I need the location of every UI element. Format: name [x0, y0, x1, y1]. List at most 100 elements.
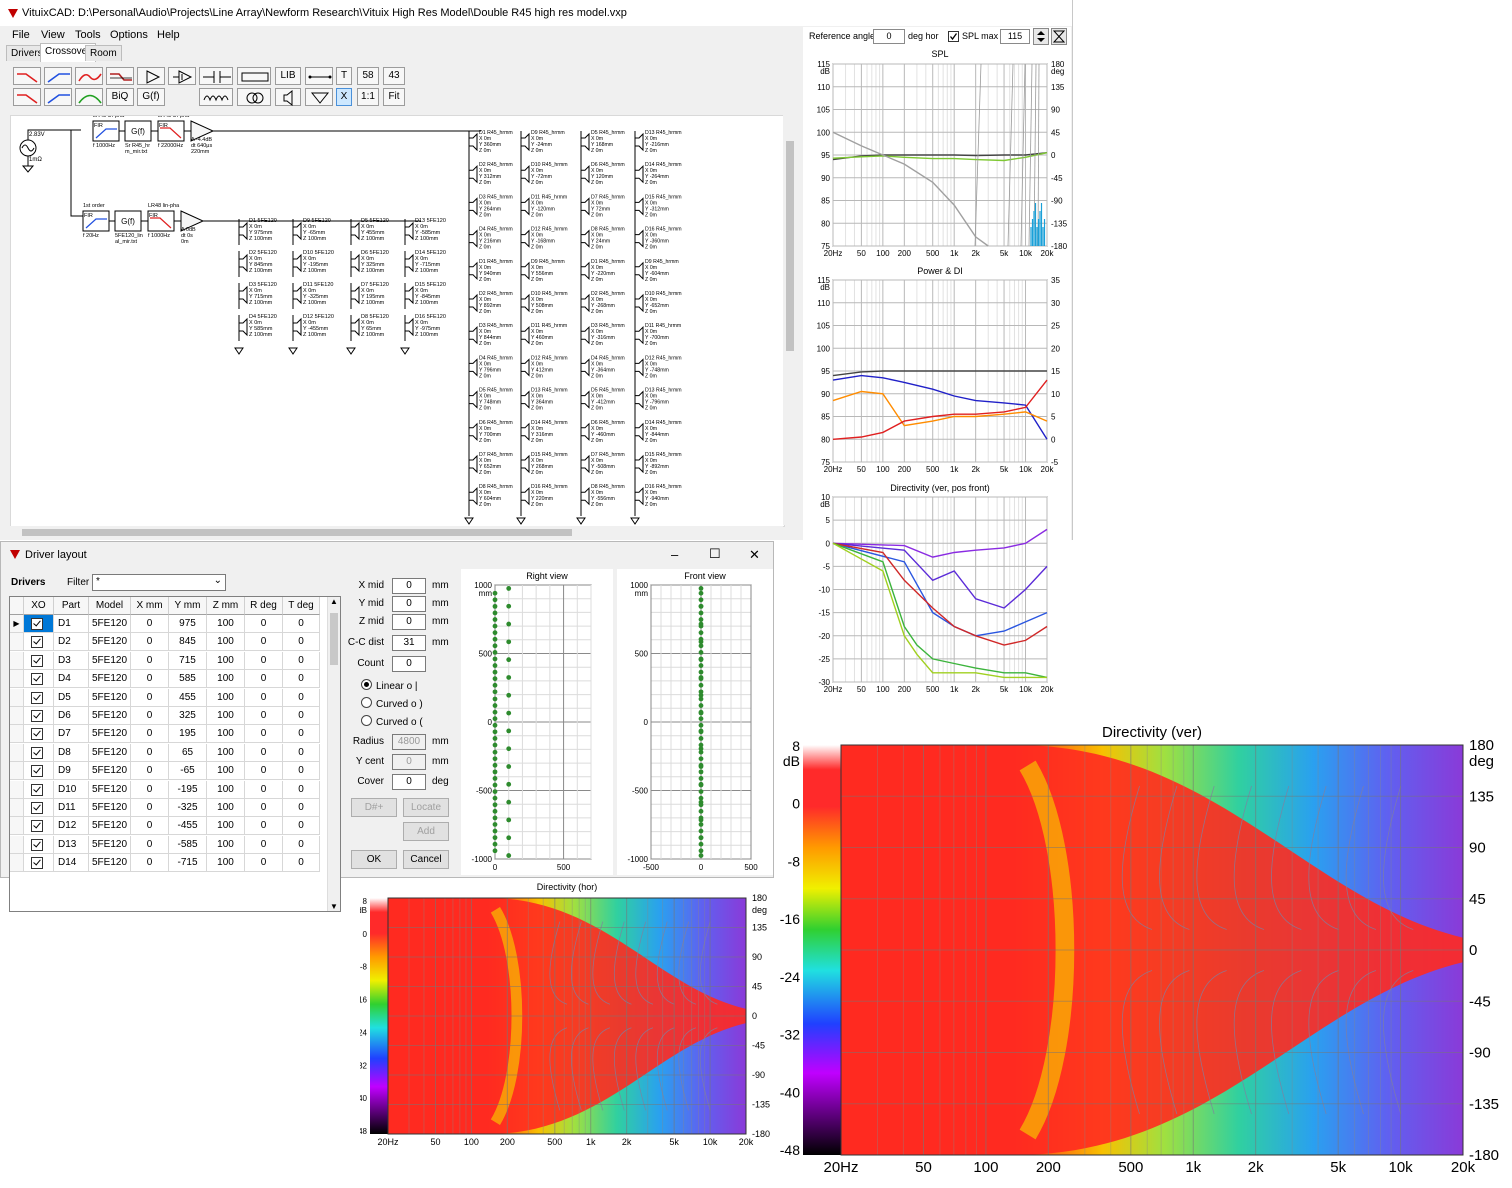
- speaker-icon[interactable]: [634, 293, 644, 313]
- cell-t-deg[interactable]: 0: [283, 670, 320, 689]
- crossover-schematic[interactable]: 2.83V 1mΩ LR48 lin-pha FIR f 1000Hz G(f) Sr R4…: [10, 115, 785, 527]
- speaker-icon[interactable]: [634, 261, 644, 281]
- top-chain-amp-block[interactable]: [190, 120, 215, 142]
- speaker-icon[interactable]: [580, 486, 590, 506]
- speaker-button[interactable]: [275, 88, 301, 106]
- cell-part[interactable]: D7: [54, 725, 89, 744]
- xo-checkbox[interactable]: [31, 783, 43, 796]
- speaker-icon[interactable]: [520, 358, 530, 377]
- layout-curved-concave-radio[interactable]: Curved o (: [361, 715, 423, 728]
- row-header-cell[interactable]: [10, 725, 24, 744]
- cell-t-deg[interactable]: 0: [283, 780, 320, 799]
- cell-z-mm[interactable]: 100: [207, 780, 245, 799]
- speaker-icon[interactable]: [292, 285, 302, 305]
- cell-y-mm[interactable]: -715: [169, 854, 207, 873]
- speaker-icon[interactable]: [468, 486, 478, 506]
- cell-z-mm[interactable]: 100: [207, 817, 245, 836]
- row-header-cell[interactable]: [10, 688, 24, 707]
- cell-z-mm[interactable]: 100: [207, 743, 245, 762]
- layout-curved-convex-radio[interactable]: Curved o ): [361, 697, 423, 710]
- cell-r-deg[interactable]: 0: [245, 615, 283, 633]
- cell-model[interactable]: 5FE120: [89, 817, 131, 836]
- xo-checkbox[interactable]: [31, 857, 43, 870]
- cell-z-mm[interactable]: 100: [207, 633, 245, 652]
- speaker-icon[interactable]: [404, 317, 414, 337]
- cell-z-mm[interactable]: 100: [207, 688, 245, 707]
- table-row[interactable]: D6 5FE120 0 325 100 0 0: [10, 707, 328, 725]
- spl-max-spinner[interactable]: [1033, 28, 1049, 45]
- shelf-filter-button[interactable]: [106, 67, 134, 85]
- cell-part[interactable]: D14: [54, 854, 89, 873]
- speaker-icon[interactable]: [238, 221, 248, 241]
- row-header-cell[interactable]: [10, 670, 24, 689]
- speaker-icon[interactable]: [634, 197, 644, 216]
- speaker-icon[interactable]: [520, 164, 530, 184]
- cell-z-mm[interactable]: 100: [207, 725, 245, 744]
- speaker-icon[interactable]: [580, 164, 590, 184]
- xo-checkbox-cell[interactable]: [24, 762, 54, 781]
- cell-y-mm[interactable]: 845: [169, 633, 207, 652]
- cell-x-mm[interactable]: 0: [131, 688, 169, 707]
- table-vertical-scrollbar[interactable]: ▲ ▼: [327, 597, 340, 911]
- scroll-up-icon[interactable]: ▲: [330, 597, 338, 606]
- xo-checkbox-cell[interactable]: [24, 651, 54, 670]
- tab-room[interactable]: Room: [85, 45, 122, 61]
- speaker-icon[interactable]: [580, 422, 590, 442]
- xo-checkbox[interactable]: [31, 746, 43, 759]
- cell-y-mm[interactable]: 195: [169, 725, 207, 744]
- speaker-icon[interactable]: [520, 229, 530, 248]
- bandpass-red-button[interactable]: [75, 67, 103, 85]
- cell-y-mm[interactable]: 975: [169, 615, 207, 633]
- speaker-icon[interactable]: [580, 132, 590, 152]
- transformer-button[interactable]: [237, 88, 271, 106]
- speaker-icon[interactable]: [350, 253, 360, 273]
- cell-model[interactable]: 5FE120: [89, 651, 131, 670]
- header-col-part[interactable]: Part: [54, 597, 89, 615]
- close-icon[interactable]: ✕: [749, 547, 760, 562]
- speaker-icon[interactable]: [634, 390, 644, 409]
- cell-r-deg[interactable]: 0: [245, 651, 283, 670]
- speaker-icon[interactable]: [520, 132, 530, 152]
- speaker-icon[interactable]: [634, 164, 644, 184]
- ok-button[interactable]: OK: [351, 850, 397, 869]
- spl-max-input[interactable]: 115: [1000, 29, 1030, 44]
- speaker-icon[interactable]: [350, 221, 360, 241]
- cell-z-mm[interactable]: 100: [207, 651, 245, 670]
- speaker-icon[interactable]: [468, 261, 478, 281]
- table-row[interactable]: D14 5FE120 0 -715 100 0 0: [10, 854, 328, 873]
- table-scroll-thumb[interactable]: [330, 613, 338, 665]
- speaker-icon[interactable]: [350, 285, 360, 305]
- table-row[interactable]: D3 5FE120 0 715 100 0 0: [10, 651, 328, 670]
- cell-t-deg[interactable]: 0: [283, 615, 320, 633]
- cell-x-mm[interactable]: 0: [131, 670, 169, 689]
- cell-x-mm[interactable]: 0: [131, 651, 169, 670]
- row-header-cell[interactable]: [10, 780, 24, 799]
- maximize-icon[interactable]: ☐: [709, 546, 721, 561]
- row-header-cell[interactable]: [10, 799, 24, 817]
- value-b-button[interactable]: 43: [383, 67, 405, 85]
- xo-checkbox[interactable]: [31, 710, 43, 722]
- cell-model[interactable]: 5FE120: [89, 780, 131, 799]
- cell-z-mm[interactable]: 100: [207, 707, 245, 725]
- cell-part[interactable]: D10: [54, 780, 89, 799]
- amplifier-button[interactable]: [137, 67, 165, 85]
- speaker-icon[interactable]: [580, 454, 590, 474]
- cell-model[interactable]: 5FE120: [89, 633, 131, 652]
- buffer-amplifier-button[interactable]: [168, 67, 196, 85]
- header-col-t-deg[interactable]: T deg: [283, 597, 320, 615]
- cell-part[interactable]: D11: [54, 799, 89, 817]
- layout-linear-radio[interactable]: Linear o |: [361, 679, 418, 692]
- menu-tools[interactable]: Tools: [75, 29, 101, 41]
- cell-x-mm[interactable]: 0: [131, 835, 169, 854]
- y-mid-input[interactable]: 0: [392, 596, 426, 612]
- cell-part[interactable]: D3: [54, 651, 89, 670]
- xo-checkbox-cell[interactable]: [24, 670, 54, 689]
- zoom-1-1-button[interactable]: 1:1: [357, 88, 379, 106]
- locate-button[interactable]: Locate: [403, 798, 449, 817]
- cell-r-deg[interactable]: 0: [245, 780, 283, 799]
- cell-r-deg[interactable]: 0: [245, 707, 283, 725]
- ground-button[interactable]: [305, 88, 333, 106]
- value-a-button[interactable]: 58: [357, 67, 379, 85]
- speaker-icon[interactable]: [520, 454, 530, 474]
- cell-z-mm[interactable]: 100: [207, 835, 245, 854]
